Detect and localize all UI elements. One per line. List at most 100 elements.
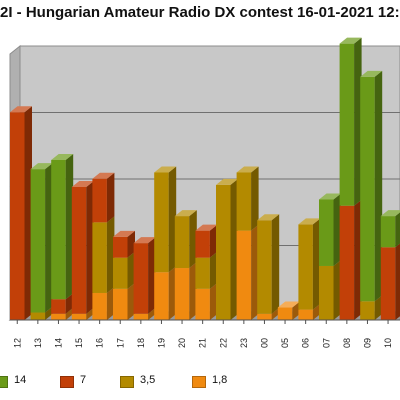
bar-side [65, 293, 74, 314]
bar-side [65, 153, 74, 300]
bar-stack-10 [380, 210, 400, 320]
bar-stack-06 [298, 218, 321, 320]
bar-side [24, 106, 32, 320]
x-tick-label: 18 [136, 338, 146, 348]
bar-stack-13 [30, 163, 53, 320]
bar-16-3,5 [92, 216, 115, 293]
x-tick-label: 14 [53, 338, 63, 348]
bar-side [86, 307, 94, 320]
bar-front [92, 178, 107, 223]
bar-side [209, 282, 218, 320]
bar-front [133, 243, 149, 314]
bar-side [86, 181, 94, 314]
x-tick-label: 15 [74, 338, 84, 348]
x-tick-label: 09 [362, 338, 372, 348]
bar-side [45, 306, 53, 320]
bar-side [209, 251, 218, 289]
bar-side [65, 307, 74, 320]
bar-front [51, 313, 66, 320]
bar-top [277, 301, 300, 308]
bar-side [127, 230, 135, 258]
bar-19-3,5 [154, 166, 177, 273]
bar-23-1,8 [236, 224, 259, 320]
bar-front [71, 187, 87, 314]
bar-front [30, 169, 46, 313]
bar-05-1,8 [277, 301, 300, 320]
bar-front [360, 76, 375, 302]
bar-top [298, 218, 321, 225]
legend-swatch [120, 376, 134, 388]
bar-stack-09 [360, 70, 383, 320]
bar-side [354, 37, 362, 206]
bar-front [174, 268, 190, 320]
bar-17-7 [113, 230, 135, 258]
legend-swatch [60, 376, 74, 388]
bar-14-1,8 [51, 307, 74, 320]
bar-15-7 [71, 181, 94, 314]
bar-front [319, 199, 334, 266]
bar-front [298, 224, 313, 310]
legend-label: 3,5 [140, 374, 156, 386]
bar-top [216, 178, 238, 185]
x-tick-label: 08 [342, 338, 352, 348]
bar-16-7 [92, 172, 115, 223]
bar-stack-07 [319, 193, 341, 320]
bar-front [236, 172, 252, 231]
bar-top [30, 163, 53, 170]
bar-front [236, 230, 252, 320]
bar-stack-19 [154, 166, 177, 320]
bar-side [127, 282, 135, 320]
legend-label: 1,8 [212, 374, 228, 386]
bar-front [257, 313, 272, 320]
bar-front [10, 112, 25, 320]
x-tick-label: 22 [218, 338, 228, 348]
x-tick-label: 21 [198, 338, 208, 348]
bar-top [195, 224, 218, 231]
bar-stack-17 [113, 230, 135, 320]
x-tick-label: 16 [95, 338, 105, 348]
x-tick-label: 20 [177, 338, 187, 348]
x-tick-label: 07 [321, 338, 331, 348]
bar-stack-05 [277, 301, 300, 320]
bar-top [339, 37, 362, 44]
bar-side [312, 303, 321, 320]
bar-front [154, 272, 169, 320]
x-axis-ticks: 1213141516171819202122230005060708091011 [10, 319, 400, 348]
bar-side [106, 172, 115, 223]
bar-08-14 [339, 37, 362, 206]
bar-09-3,5 [360, 295, 383, 320]
bar-side [312, 218, 321, 310]
bar-side [271, 307, 280, 320]
bar-18-7 [133, 237, 156, 314]
bar-front [298, 309, 313, 320]
bar-17-3,5 [113, 251, 135, 289]
bar-stack-14 [51, 153, 74, 320]
bar-top [154, 166, 177, 173]
bar-top [236, 166, 259, 173]
bar-front [195, 288, 210, 320]
bar-front [277, 307, 293, 320]
bar-front [113, 236, 128, 258]
bar-side [251, 166, 259, 231]
chart-bars [10, 37, 400, 320]
bar-21-3,5 [195, 251, 218, 289]
bar-07-3,5 [319, 259, 341, 320]
bar-front [113, 257, 128, 289]
bar-side [374, 70, 383, 302]
bar-13-3,5 [30, 306, 53, 320]
bar-10-7 [380, 243, 400, 320]
bar-front [113, 288, 128, 320]
bar-side [333, 259, 341, 320]
x-tick-label: 19 [156, 338, 166, 348]
bar-front [195, 257, 210, 289]
bar-front [195, 230, 210, 258]
bar-front [92, 222, 107, 293]
bar-top [92, 172, 115, 179]
legend-label: 7 [80, 374, 87, 386]
bar-top [174, 210, 197, 217]
bar-22-3,5 [216, 178, 238, 320]
chart-legend: 14 7 3,5 1,8 [0, 368, 400, 394]
bar-21-7 [195, 224, 218, 258]
bar-side [251, 224, 259, 320]
bar-side [230, 178, 238, 320]
